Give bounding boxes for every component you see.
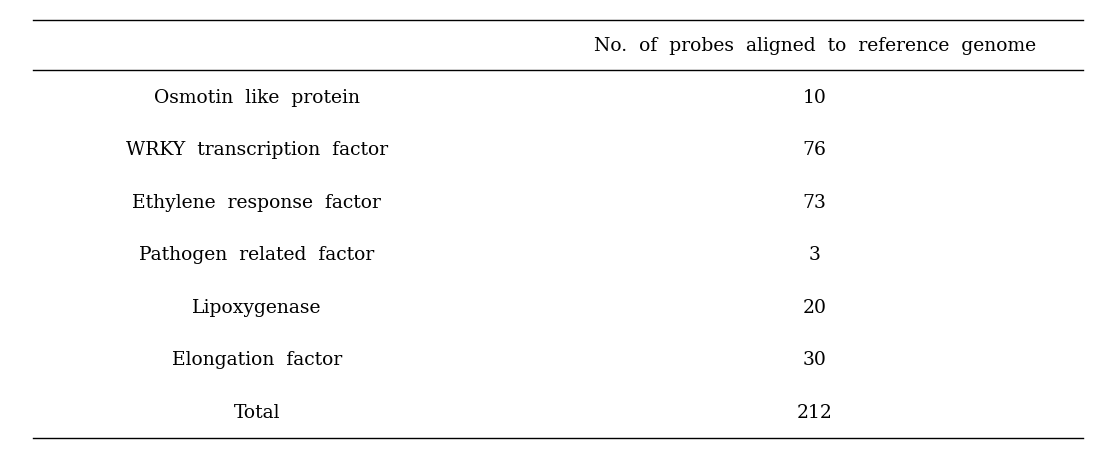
Text: Pathogen  related  factor: Pathogen related factor (140, 246, 374, 264)
Text: 10: 10 (802, 89, 827, 106)
Text: Total: Total (233, 403, 280, 421)
Text: 76: 76 (802, 141, 827, 159)
Text: Osmotin  like  protein: Osmotin like protein (154, 89, 359, 106)
Text: WRKY  transcription  factor: WRKY transcription factor (126, 141, 387, 159)
Text: 212: 212 (797, 403, 833, 421)
Text: Lipoxygenase: Lipoxygenase (192, 298, 321, 316)
Text: 3: 3 (809, 246, 820, 264)
Text: No.  of  probes  aligned  to  reference  genome: No. of probes aligned to reference genom… (594, 37, 1036, 55)
Text: 30: 30 (802, 351, 827, 369)
Text: 73: 73 (802, 193, 827, 211)
Text: Elongation  factor: Elongation factor (172, 351, 341, 369)
Text: Ethylene  response  factor: Ethylene response factor (132, 193, 382, 211)
Text: 20: 20 (802, 298, 827, 316)
